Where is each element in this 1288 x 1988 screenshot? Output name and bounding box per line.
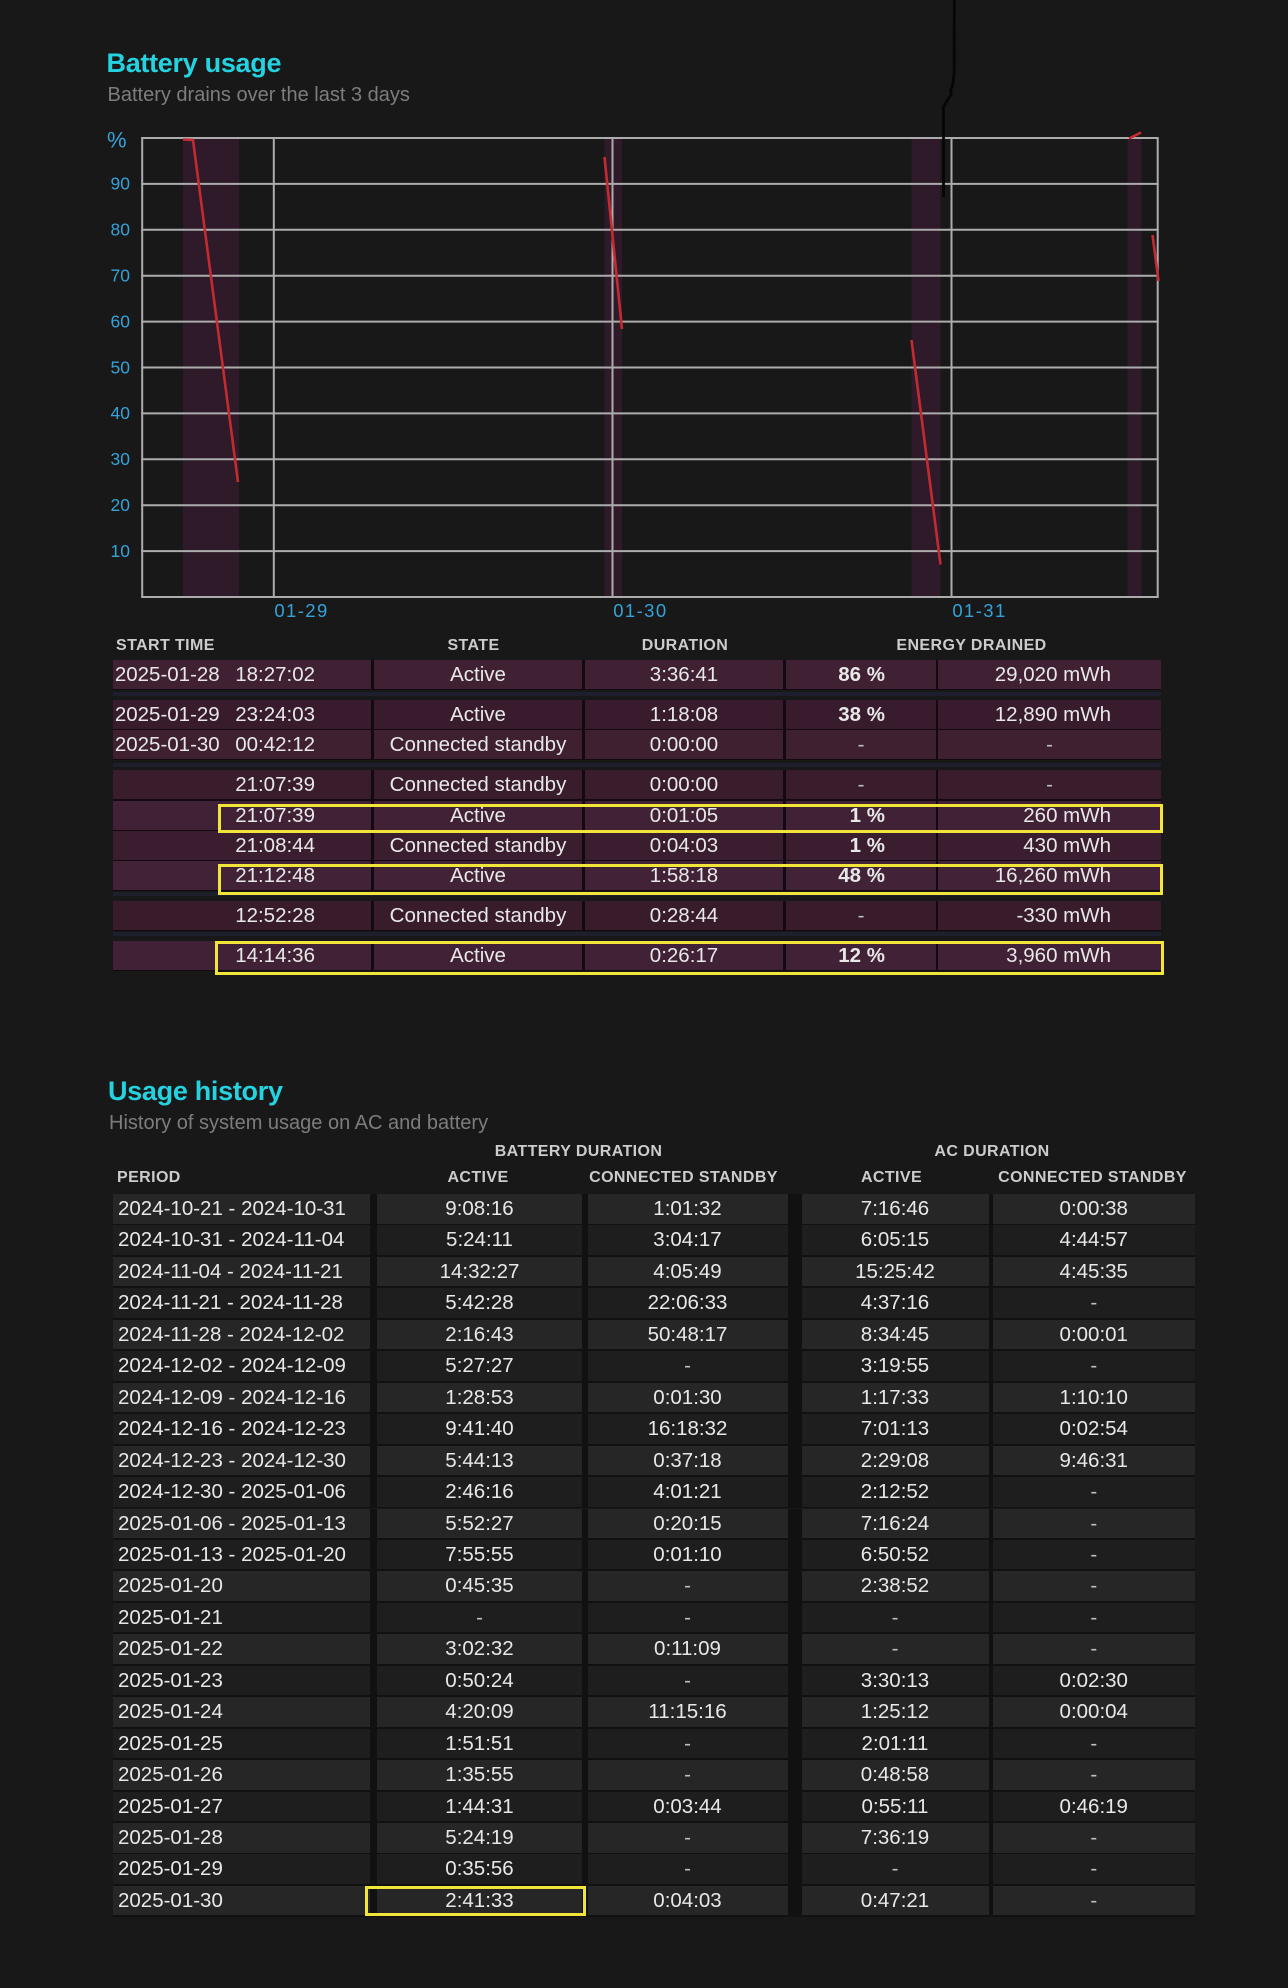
svg-text:80: 80 xyxy=(111,220,131,240)
svg-text:40: 40 xyxy=(111,403,131,423)
svg-text:70: 70 xyxy=(111,266,131,286)
svg-text:10: 10 xyxy=(111,541,131,561)
svg-text:01-31: 01-31 xyxy=(952,600,1006,621)
svg-text:20: 20 xyxy=(111,495,131,515)
svg-text:%: % xyxy=(107,128,127,153)
svg-text:30: 30 xyxy=(111,449,131,469)
svg-text:90: 90 xyxy=(111,174,131,194)
svg-text:01-30: 01-30 xyxy=(613,600,667,621)
svg-text:50: 50 xyxy=(111,357,131,377)
svg-text:01-29: 01-29 xyxy=(274,600,328,621)
svg-text:60: 60 xyxy=(111,311,131,331)
